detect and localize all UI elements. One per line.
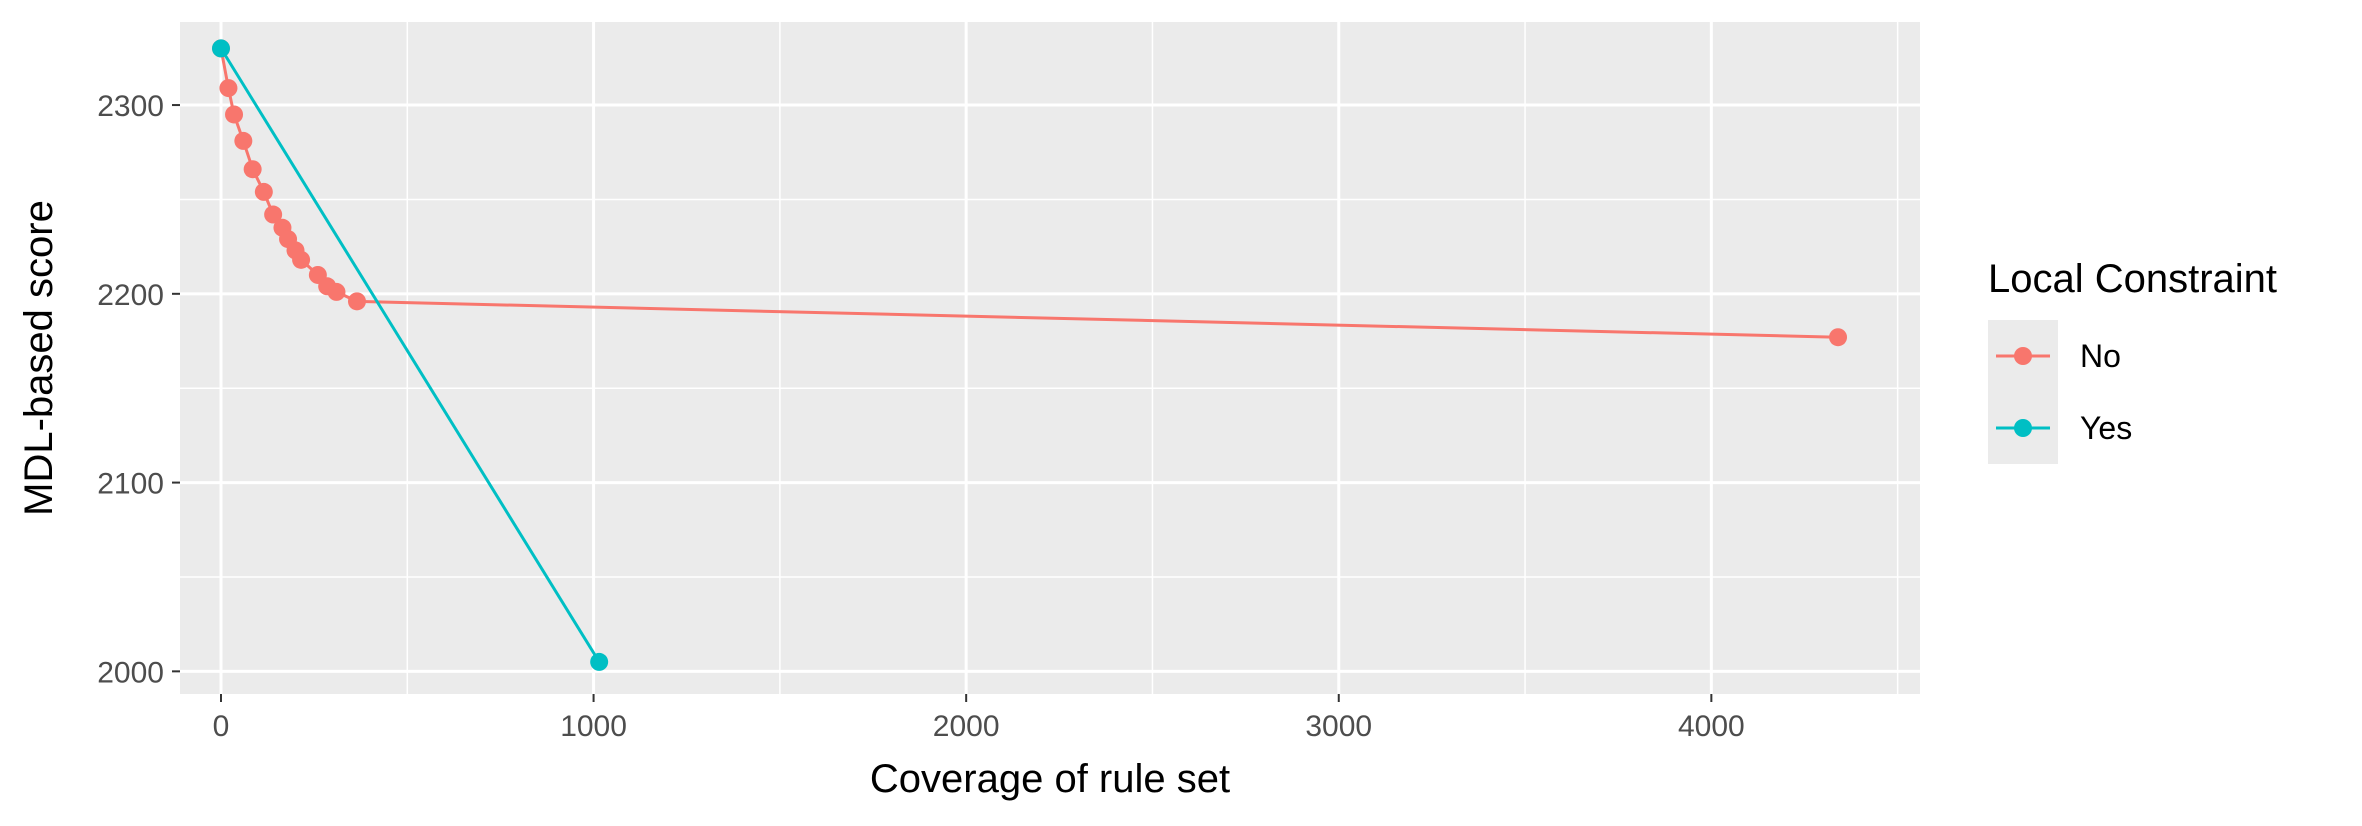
data-point-no bbox=[1829, 328, 1848, 347]
legend-items: No Yes bbox=[1988, 320, 2132, 464]
data-point-no bbox=[292, 250, 311, 269]
y-axis-title: MDL-based score bbox=[17, 200, 61, 516]
legend-label-yes: Yes bbox=[2080, 410, 2132, 446]
x-axis-title: Coverage of rule set bbox=[870, 757, 1230, 801]
x-tick-label: 1000 bbox=[560, 710, 627, 743]
minor-gridlines bbox=[180, 22, 1920, 694]
x-tick-label: 2000 bbox=[933, 710, 1000, 743]
legend-title: Local Constraint bbox=[1988, 257, 2277, 301]
plot-panel bbox=[180, 22, 1920, 694]
data-point-no bbox=[327, 282, 346, 301]
y-tick-label: 2100 bbox=[97, 468, 164, 501]
legend-label-no: No bbox=[2080, 338, 2121, 374]
y-tick-label: 2000 bbox=[97, 656, 164, 689]
data-point-no bbox=[243, 160, 262, 179]
data-point-no bbox=[264, 205, 283, 224]
axis-ticks bbox=[172, 104, 1713, 702]
x-tick-labels: 0 1000 2000 3000 4000 bbox=[213, 710, 1745, 743]
x-tick-label: 0 bbox=[213, 710, 230, 743]
legend-key-point bbox=[2014, 347, 2032, 365]
data-point-no bbox=[347, 292, 366, 311]
data-point-no bbox=[225, 105, 244, 124]
data-point-yes bbox=[211, 39, 230, 58]
data-point-yes bbox=[590, 652, 609, 671]
x-tick-label: 3000 bbox=[1305, 710, 1372, 743]
series-layer bbox=[211, 39, 1848, 671]
series-line-yes bbox=[219, 47, 601, 663]
legend: Local Constraint No Yes bbox=[1988, 257, 2277, 464]
x-tick-label: 4000 bbox=[1678, 710, 1745, 743]
legend-key-point bbox=[2014, 419, 2032, 437]
data-point-no bbox=[234, 131, 253, 150]
y-tick-label: 2300 bbox=[97, 90, 164, 123]
y-tick-label: 2200 bbox=[97, 279, 164, 312]
y-tick-labels: 2000 2100 2200 2300 bbox=[97, 90, 164, 689]
data-point-no bbox=[219, 79, 238, 98]
data-point-no bbox=[254, 182, 273, 201]
major-gridlines bbox=[180, 22, 1920, 694]
